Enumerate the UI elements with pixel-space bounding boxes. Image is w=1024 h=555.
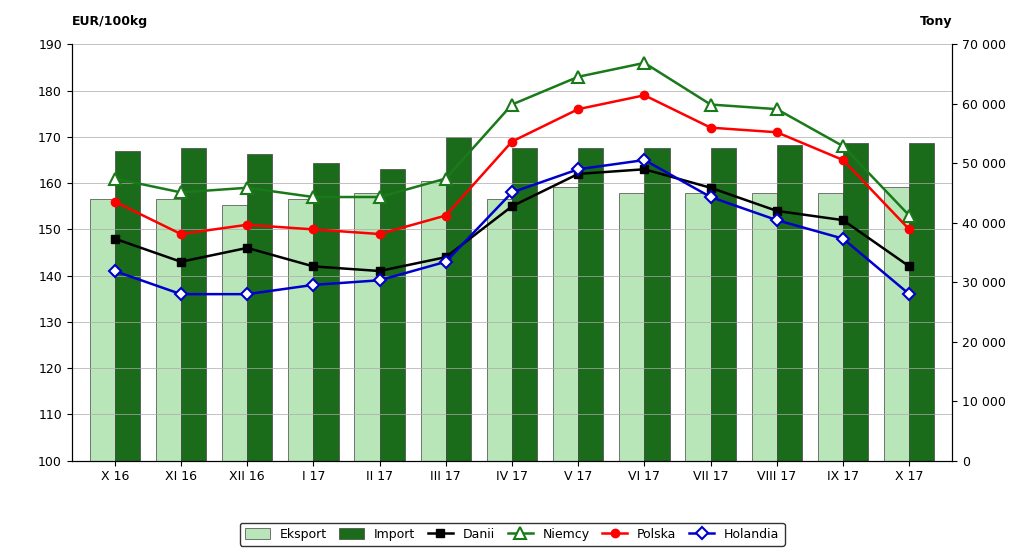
Bar [620,193,644,461]
Bar [247,154,272,461]
Bar [884,187,909,461]
Bar [181,148,206,461]
Legend: Eksport, Import, Danii, Niemcy, Polska, Holandia: Eksport, Import, Danii, Niemcy, Polska, … [240,523,784,546]
Bar [222,205,247,461]
Bar [115,152,140,461]
Bar [156,199,181,461]
Bar [445,137,471,461]
Bar [777,145,802,461]
Bar [553,187,579,461]
Bar [512,148,538,461]
Text: EUR/100kg: EUR/100kg [72,15,147,28]
Bar [752,193,777,461]
Bar [685,193,711,461]
Bar [380,169,404,461]
Bar [644,148,670,461]
Bar [711,148,736,461]
Bar [486,199,512,461]
Text: Tony: Tony [920,15,952,28]
Bar [909,143,935,461]
Bar [288,199,313,461]
Bar [354,193,380,461]
Bar [89,199,115,461]
Bar [421,181,445,461]
Bar [818,193,843,461]
Bar [843,143,868,461]
Bar [313,163,339,461]
Bar [579,148,603,461]
